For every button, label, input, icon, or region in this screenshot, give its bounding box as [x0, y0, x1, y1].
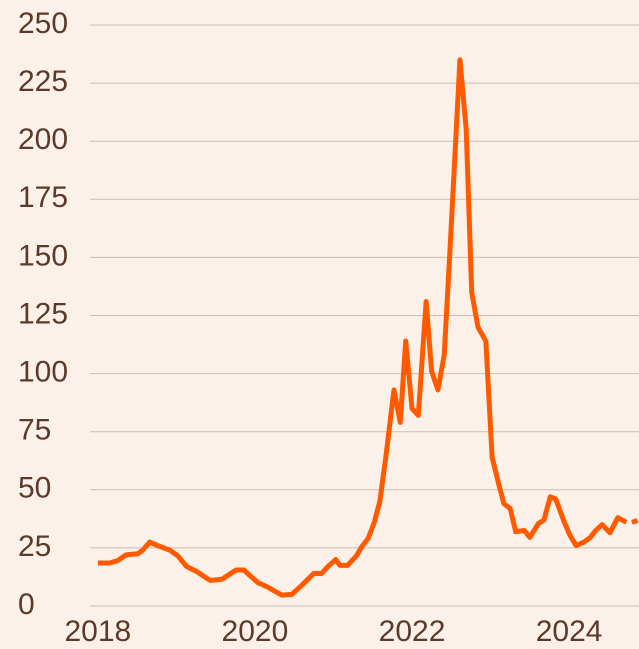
- y-tick-label: 250: [18, 7, 68, 40]
- y-tick-label: 225: [18, 65, 68, 98]
- y-tick-label: 100: [18, 356, 68, 389]
- x-tick-label: 2024: [536, 615, 603, 648]
- y-tick-label: 150: [18, 239, 68, 272]
- y-tick-label: 0: [18, 588, 35, 621]
- y-tick-label: 200: [18, 123, 68, 156]
- x-tick-label: 2020: [222, 615, 289, 648]
- y-tick-label: 50: [18, 472, 51, 505]
- x-tick-label: 2022: [379, 615, 446, 648]
- y-tick-label: 75: [18, 414, 51, 447]
- y-tick-label: 125: [18, 297, 68, 330]
- y-tick-label: 25: [18, 530, 51, 563]
- line: [631, 517, 639, 525]
- x-tick-label: 2018: [64, 615, 131, 648]
- line: [97, 57, 628, 598]
- y-tick-label: 175: [18, 181, 68, 214]
